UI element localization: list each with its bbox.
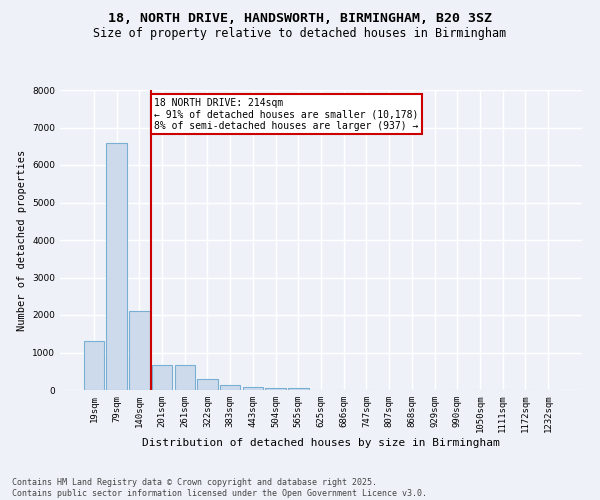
Bar: [197, 379, 218, 390]
Bar: [288, 388, 308, 390]
Bar: [175, 364, 195, 390]
Text: Contains HM Land Registry data © Crown copyright and database right 2025.
Contai: Contains HM Land Registry data © Crown c…: [12, 478, 427, 498]
Y-axis label: Number of detached properties: Number of detached properties: [17, 150, 26, 330]
Bar: [265, 388, 286, 390]
Bar: [84, 341, 104, 390]
Bar: [220, 385, 241, 390]
Bar: [242, 387, 263, 390]
Bar: [106, 142, 127, 390]
Bar: [152, 364, 172, 390]
Bar: [129, 311, 149, 390]
Text: Size of property relative to detached houses in Birmingham: Size of property relative to detached ho…: [94, 28, 506, 40]
Text: 18, NORTH DRIVE, HANDSWORTH, BIRMINGHAM, B20 3SZ: 18, NORTH DRIVE, HANDSWORTH, BIRMINGHAM,…: [108, 12, 492, 26]
X-axis label: Distribution of detached houses by size in Birmingham: Distribution of detached houses by size …: [142, 438, 500, 448]
Text: 18 NORTH DRIVE: 214sqm
← 91% of detached houses are smaller (10,178)
8% of semi-: 18 NORTH DRIVE: 214sqm ← 91% of detached…: [154, 98, 418, 130]
